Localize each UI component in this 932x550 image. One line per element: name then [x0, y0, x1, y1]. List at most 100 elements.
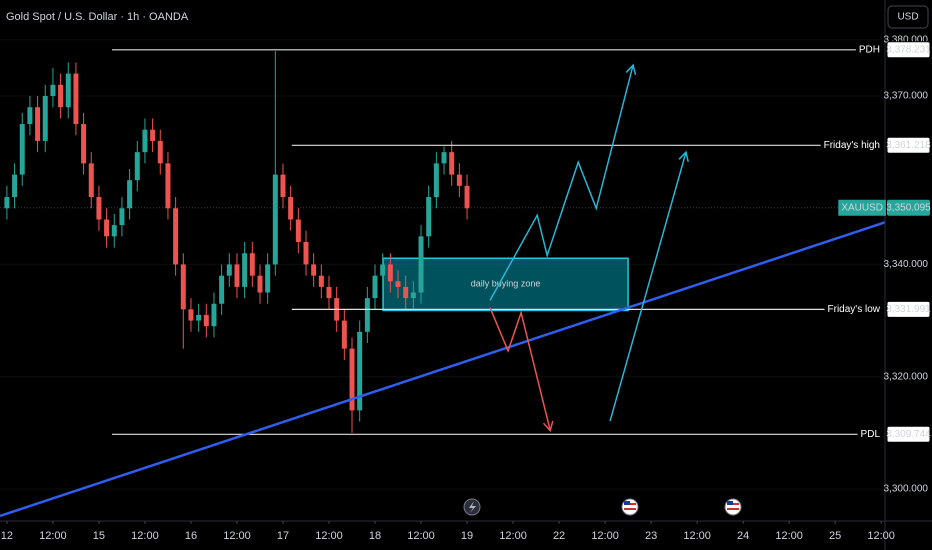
candle-body	[410, 292, 416, 299]
candle-body	[249, 253, 255, 276]
candle-body	[464, 185, 470, 209]
candle-body	[203, 314, 209, 327]
price-badge	[886, 300, 931, 318]
candle-body	[387, 264, 393, 282]
candle-body	[441, 152, 447, 164]
candle-body	[219, 275, 225, 304]
x-tick-label: 12:00	[683, 530, 711, 542]
last-price-value: 3,350.095	[886, 202, 931, 213]
x-tick-label: 12:00	[407, 530, 435, 542]
x-tick-label: 22	[553, 530, 565, 542]
candle-body	[288, 197, 294, 220]
arrow-head	[678, 150, 689, 163]
candle-body	[96, 197, 102, 220]
candle-body	[4, 197, 10, 209]
candle-body	[311, 264, 317, 276]
candle-body	[326, 286, 332, 299]
currency-label[interactable]: USD	[897, 12, 918, 23]
currency-button[interactable]	[887, 5, 929, 29]
candle-body	[433, 163, 439, 198]
x-tick-label: 16	[185, 530, 197, 542]
candle-body	[211, 303, 217, 327]
candle-body	[426, 197, 432, 237]
level-label: Friday's high	[824, 140, 880, 151]
candle-body	[81, 124, 87, 164]
x-tick-label: 18	[369, 530, 381, 542]
candle-body	[257, 275, 263, 293]
x-tick-label: 12:00	[315, 530, 343, 542]
candle-body	[357, 331, 363, 411]
candle-body	[449, 152, 455, 175]
candle-body	[349, 348, 355, 411]
arrow-head	[625, 63, 637, 76]
x-tick-label: 12:00	[39, 530, 67, 542]
candle-body	[134, 152, 140, 181]
x-tick-label: 12:00	[499, 530, 527, 542]
arrow-head	[542, 420, 554, 433]
zone-label: daily buying zone	[471, 279, 541, 289]
candle-body	[142, 129, 148, 153]
x-tick-label: 12:00	[131, 530, 159, 542]
candle-body	[165, 163, 171, 209]
candle-body	[12, 174, 18, 198]
x-tick-label: 12:00	[775, 530, 803, 542]
plot-area: daily buying zone	[0, 39, 886, 518]
x-tick-label: 12:00	[591, 530, 619, 542]
x-tick-label: 12:00	[223, 530, 251, 542]
level-label: Friday's low	[828, 304, 881, 315]
event-icons	[463, 498, 742, 516]
forecast-arrow	[489, 307, 551, 431]
price-badge-label: 3,331.991	[886, 304, 931, 315]
candle-body	[242, 253, 248, 287]
y-tick-label: 3,300.000	[884, 484, 929, 495]
candle-body	[318, 275, 324, 287]
candle-body	[42, 96, 48, 141]
x-tick-label: 12	[1, 530, 13, 542]
candle-body	[58, 84, 64, 108]
candle-body	[50, 84, 56, 97]
candle-body	[127, 180, 133, 209]
candle-body	[341, 320, 347, 349]
price-badge-label: 3,309.744	[886, 429, 931, 440]
x-tick-label: 17	[277, 530, 289, 542]
price-badge-label: 3,361.218	[886, 140, 931, 151]
x-tick-label: 23	[645, 530, 657, 542]
candle-body	[88, 163, 94, 198]
trendline	[0, 221, 886, 518]
candle-body	[27, 107, 33, 125]
last-price-symbol-bg	[838, 199, 886, 216]
candle-body	[173, 208, 179, 265]
candle-body	[265, 264, 271, 293]
candle-body	[395, 281, 401, 287]
candle-body	[234, 264, 240, 287]
candle-body	[73, 73, 79, 125]
candle-body	[418, 236, 424, 293]
x-tick-label: 12:00	[867, 530, 895, 542]
candle-body	[196, 314, 202, 321]
candle-body	[188, 309, 194, 321]
candle-body	[35, 107, 41, 141]
forecast-arrow	[489, 64, 634, 301]
price-badge-label: 3,378.231	[886, 44, 931, 55]
candle-body	[456, 174, 462, 186]
y-tick-label: 3,380.000	[884, 35, 929, 46]
candle-body	[19, 124, 25, 175]
candle-body	[226, 264, 232, 276]
last-price-symbol: XAUUSD	[841, 202, 883, 213]
candle-body	[272, 174, 278, 265]
candle-body	[150, 129, 156, 141]
forecast-arrow	[609, 151, 687, 422]
candle-body	[180, 264, 186, 310]
last-price-badge	[887, 199, 930, 216]
candle-body	[104, 219, 110, 237]
candle-body	[380, 264, 386, 276]
candle-body	[372, 275, 378, 299]
candle-body	[111, 225, 117, 237]
y-tick-label: 3,370.000	[884, 91, 929, 102]
candle-body	[303, 241, 309, 265]
y-tick-label: 3,320.000	[884, 371, 929, 382]
x-tick-label: 24	[737, 530, 749, 542]
x-tick-label: 25	[829, 530, 841, 542]
candle-body	[119, 208, 125, 226]
